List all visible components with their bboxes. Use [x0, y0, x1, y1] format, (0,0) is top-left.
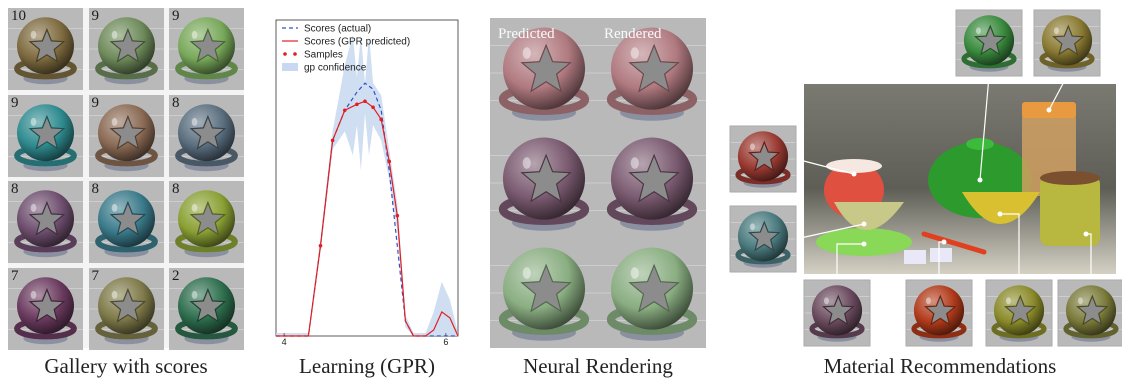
connector-line [1048, 75, 1068, 111]
sample-point [395, 213, 400, 218]
gallery-cell: 8 [8, 181, 83, 263]
confidence-band [276, 35, 458, 336]
gallery-score: 8 [91, 181, 100, 197]
reco-thumb-left-2 [730, 206, 796, 272]
connector-dot [1046, 107, 1052, 113]
recommendations-panel [728, 8, 1122, 350]
sample-point [379, 117, 383, 122]
yellow-pitcher [962, 192, 1040, 224]
gallery-score: 7 [11, 267, 19, 284]
reco-thumb-bottom-2 [906, 280, 972, 346]
gallery-cell: 7 [88, 267, 164, 350]
gallery-score: 7 [91, 267, 100, 284]
connector-dot [861, 221, 867, 227]
gallery-score: 8 [172, 181, 180, 197]
predicted-label: Predicted [498, 26, 555, 42]
tea-cup [834, 202, 904, 230]
gallery-score: 8 [172, 94, 180, 111]
material-ball-image [169, 181, 244, 263]
gpr-chart-svg: 4 6 Scores (actual) Scores (GPR predicted) S… [275, 19, 459, 347]
reco-thumb-bottom-1 [804, 280, 870, 346]
mug [1040, 176, 1100, 246]
connector-line [979, 75, 990, 181]
legend-swatch-samples [293, 52, 297, 56]
x-tick-label: 4 [282, 337, 287, 347]
legend-label: Scores (actual) [304, 24, 371, 35]
sample-point [318, 243, 323, 248]
reco-thumb-bottom-4 [1058, 280, 1122, 346]
material-ball-image [8, 181, 83, 263]
gallery-score: 8 [11, 181, 19, 197]
sample-point [330, 138, 335, 143]
material-ball-image [88, 8, 164, 90]
series-predicted-line [276, 100, 459, 337]
connector-dot [941, 239, 947, 245]
gallery-cell: 8 [88, 181, 164, 263]
material-ball-image [88, 267, 164, 350]
gpr-chart: 4 6 Scores (actual) Scores (GPR predicted) S… [272, 18, 462, 350]
legend-swatch-samples [283, 52, 287, 56]
caption-reco: Material Recommendations [823, 354, 1057, 378]
connector-dot [977, 177, 983, 183]
rendered-label: Rendered [604, 26, 662, 42]
gallery-cell: 9 [169, 8, 244, 90]
reco-thumb-bottom-3 [986, 280, 1052, 346]
gallery-cell: 9 [88, 8, 164, 90]
sample-point [363, 99, 367, 104]
sample-point [371, 105, 375, 110]
legend-label: gp confidence [304, 63, 367, 74]
sugar-packet [930, 248, 952, 262]
gallery-cell: 9 [88, 94, 164, 177]
connector-dot [861, 241, 867, 247]
material-ball-image [88, 181, 164, 263]
gallery-score: 10 [11, 8, 26, 24]
gallery-score: 9 [91, 8, 100, 24]
reco-thumb-top-1 [956, 10, 1022, 76]
connector-line [795, 158, 855, 175]
material-ball-image [8, 94, 83, 177]
gallery-score: 9 [91, 94, 100, 111]
gallery-score: 2 [172, 267, 180, 284]
material-ball-image [88, 94, 164, 177]
gallery-cell: 10 [8, 8, 83, 90]
x-tick-label: 6 [443, 337, 448, 347]
legend-swatch-confidence [282, 63, 298, 71]
gallery-cell: 8 [169, 181, 244, 263]
scene-image [729, 9, 1122, 347]
sample-point [342, 108, 347, 113]
connector-dot [1083, 231, 1089, 237]
caption-learning: Learning (GPR) [299, 354, 435, 378]
reco-thumb-top-2 [1034, 10, 1100, 76]
caption-neural: Neural Rendering [523, 354, 673, 378]
material-ball-image [169, 267, 244, 350]
neural-rendering-image [490, 18, 706, 348]
material-ball-image [8, 8, 83, 90]
material-ball-image [8, 267, 83, 350]
gallery-cell: 8 [169, 94, 244, 177]
caption-gallery: Gallery with scores [44, 354, 208, 378]
connector-dot [851, 171, 857, 177]
spoon [921, 231, 987, 255]
material-ball-image [169, 8, 244, 90]
sugar-packet [904, 250, 926, 264]
gallery-grid: 10 9 9 9 9 8 8 8 8 7 7 2 [8, 8, 244, 350]
connector-dot [997, 211, 1003, 217]
gallery-score: 9 [11, 94, 19, 111]
reco-thumb-left-1 [730, 126, 796, 192]
connector-line [836, 243, 864, 280]
gallery-score: 9 [172, 8, 180, 24]
neural-rendering-panel: Predicted Rendered [490, 18, 706, 348]
material-ball-image [169, 94, 244, 177]
sample-point [387, 159, 392, 164]
gallery-cell: 2 [169, 267, 244, 350]
gallery-cell: 9 [8, 94, 83, 177]
legend-label: Samples [304, 50, 343, 61]
legend-label: Scores (GPR predicted) [304, 37, 410, 48]
connector-line [795, 223, 865, 240]
sample-point [355, 102, 359, 107]
gallery-cell: 7 [8, 267, 83, 350]
connector-line [1000, 213, 1020, 280]
